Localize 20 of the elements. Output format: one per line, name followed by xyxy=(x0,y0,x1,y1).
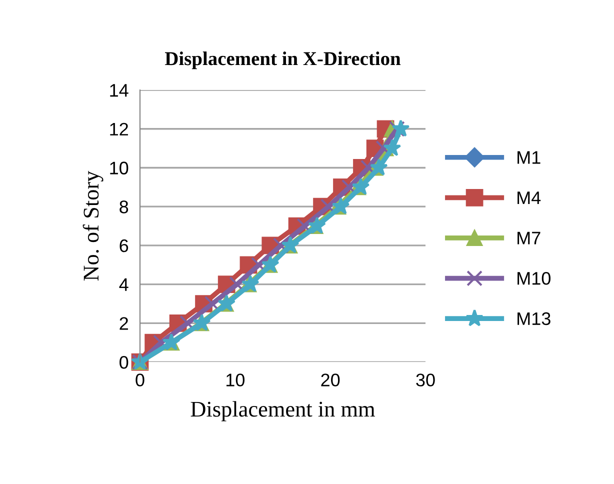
y-tick-label: 14 xyxy=(110,84,128,97)
x-tick-label: 20 xyxy=(321,374,340,386)
y-tick-label: 10 xyxy=(110,162,128,174)
legend-label: M1 xyxy=(518,151,540,164)
x-tick-label: 10 xyxy=(226,374,244,386)
legend-label: M4 xyxy=(518,192,541,204)
y-tick-label: 12 xyxy=(110,122,128,136)
y-axis-title: No. of Story xyxy=(82,170,104,281)
y-tick-label: 0 xyxy=(120,356,128,369)
chart-title: Displacement in X-Direction xyxy=(164,52,401,70)
y-tick-label: 2 xyxy=(120,317,128,330)
legend-label: M10 xyxy=(518,272,550,285)
legend-label: M13 xyxy=(518,312,550,326)
y-tick-label: 8 xyxy=(120,200,128,214)
x-tick-label: 0 xyxy=(136,374,144,386)
y-tick-label: 6 xyxy=(120,239,128,252)
x-tick-label: 30 xyxy=(416,374,435,386)
x-axis-title: Displacement in mm xyxy=(190,401,375,422)
y-tick-label: 4 xyxy=(119,278,128,291)
legend-label: M7 xyxy=(518,232,540,244)
